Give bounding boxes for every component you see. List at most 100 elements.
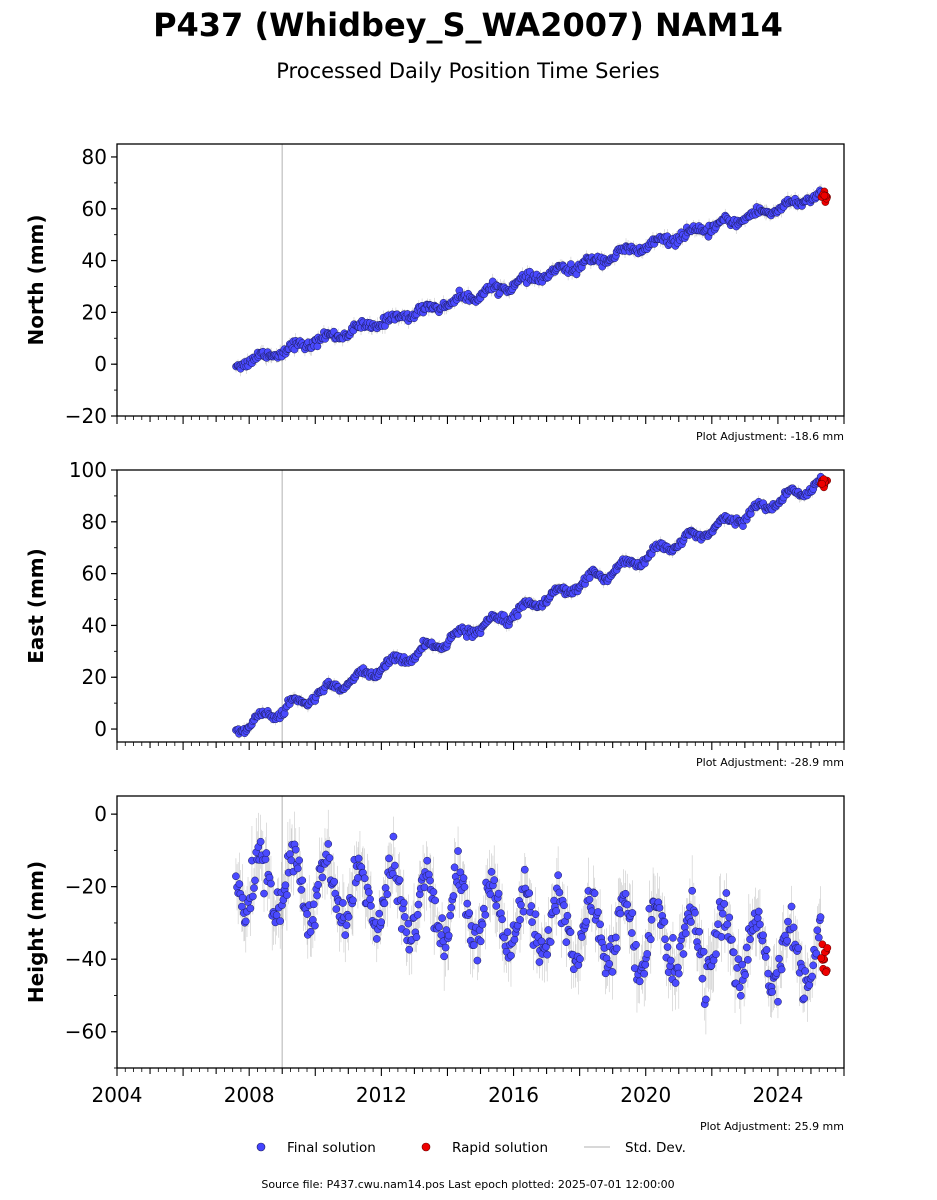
final-point bbox=[812, 949, 821, 958]
final-point bbox=[498, 915, 506, 924]
final-point bbox=[756, 920, 764, 929]
final-point bbox=[616, 909, 625, 918]
plot-adjustment: Plot Adjustment: 25.9 mm bbox=[700, 1120, 844, 1133]
plot-area bbox=[232, 796, 832, 1068]
x-tick-label: 2016 bbox=[488, 1083, 539, 1107]
final-point bbox=[447, 903, 456, 912]
final-point bbox=[366, 895, 374, 904]
final-point bbox=[714, 920, 722, 929]
y-axis-label: East (mm) bbox=[24, 548, 48, 664]
final-point bbox=[287, 856, 296, 865]
final-point bbox=[640, 969, 649, 978]
final-point bbox=[481, 911, 490, 919]
final-point bbox=[500, 933, 508, 942]
final-point bbox=[741, 971, 749, 979]
final-point bbox=[813, 926, 822, 935]
final-point bbox=[585, 574, 594, 582]
final-point bbox=[520, 865, 529, 874]
legend-rapid-label: Rapid solution bbox=[452, 1140, 548, 1156]
x-tick-label: 2024 bbox=[752, 1083, 803, 1107]
final-point bbox=[546, 938, 555, 946]
final-point bbox=[375, 909, 384, 918]
final-point bbox=[306, 927, 315, 936]
y-tick-label: 20 bbox=[82, 665, 107, 689]
final-point bbox=[513, 612, 522, 620]
final-point bbox=[297, 886, 306, 894]
final-point bbox=[241, 917, 250, 926]
x-tick-label: 2008 bbox=[224, 1083, 275, 1107]
final-point bbox=[404, 919, 413, 928]
y-tick-label: 40 bbox=[82, 249, 107, 273]
final-point bbox=[679, 950, 688, 958]
final-point bbox=[339, 899, 347, 907]
final-point bbox=[717, 933, 726, 941]
final-point bbox=[400, 913, 409, 921]
final-point bbox=[250, 884, 258, 892]
rapid-points bbox=[817, 187, 831, 206]
final-point bbox=[736, 991, 745, 1000]
final-point bbox=[809, 961, 818, 970]
final-points bbox=[232, 472, 825, 738]
final-point bbox=[281, 881, 290, 890]
final-point bbox=[341, 931, 350, 939]
final-point bbox=[563, 911, 572, 920]
final-point bbox=[413, 910, 422, 919]
final-point bbox=[342, 921, 351, 930]
final-point bbox=[655, 904, 664, 912]
final-point bbox=[608, 968, 617, 976]
source-footer: Source file: P437.cwu.nam14.pos Last epo… bbox=[261, 1178, 674, 1191]
final-point bbox=[596, 920, 604, 929]
final-point bbox=[761, 953, 770, 961]
plot-adjustment: Plot Adjustment: -28.9 mm bbox=[696, 756, 844, 769]
y-tick-label: 60 bbox=[82, 197, 107, 221]
final-point bbox=[426, 876, 434, 885]
final-point bbox=[718, 909, 727, 918]
legend-final-marker bbox=[256, 1142, 266, 1152]
final-point bbox=[578, 933, 586, 941]
final-point bbox=[794, 944, 803, 952]
final-point bbox=[687, 918, 695, 926]
x-tick-label: 2012 bbox=[356, 1083, 407, 1107]
final-point bbox=[272, 911, 281, 920]
final-point bbox=[582, 917, 591, 926]
y-axis-label: Height (mm) bbox=[24, 861, 48, 1003]
final-point bbox=[647, 915, 656, 924]
final-point bbox=[435, 923, 443, 931]
final-points bbox=[232, 832, 825, 1008]
final-point bbox=[787, 902, 796, 911]
final-point bbox=[412, 933, 421, 942]
x-tick-label: 2004 bbox=[92, 1083, 143, 1107]
rapid-points bbox=[817, 475, 831, 492]
final-point bbox=[330, 877, 339, 886]
final-point bbox=[441, 943, 450, 952]
final-point bbox=[783, 936, 791, 945]
final-point bbox=[332, 905, 341, 913]
chart-subtitle: Processed Daily Position Time Series bbox=[276, 59, 660, 83]
final-point bbox=[381, 884, 390, 892]
final-point bbox=[722, 889, 731, 897]
final-point bbox=[552, 907, 561, 915]
final-point bbox=[621, 889, 630, 898]
final-point bbox=[525, 889, 534, 898]
final-point bbox=[276, 917, 285, 925]
y-tick-label: −60 bbox=[65, 1020, 107, 1044]
final-point bbox=[395, 876, 404, 884]
final-point bbox=[260, 889, 268, 898]
final-point bbox=[431, 896, 440, 905]
final-point bbox=[784, 917, 792, 926]
final-point bbox=[429, 888, 438, 896]
final-point bbox=[681, 929, 690, 938]
final-point bbox=[746, 935, 754, 944]
final-point bbox=[295, 856, 304, 865]
final-point bbox=[738, 960, 747, 969]
final-point bbox=[440, 952, 449, 961]
final-point bbox=[643, 950, 652, 958]
final-point bbox=[476, 937, 485, 946]
final-point bbox=[623, 900, 632, 909]
final-point bbox=[777, 965, 786, 974]
rapid-point bbox=[820, 191, 829, 200]
final-point bbox=[661, 935, 669, 944]
rapid-point bbox=[818, 479, 826, 488]
final-point bbox=[309, 900, 318, 909]
